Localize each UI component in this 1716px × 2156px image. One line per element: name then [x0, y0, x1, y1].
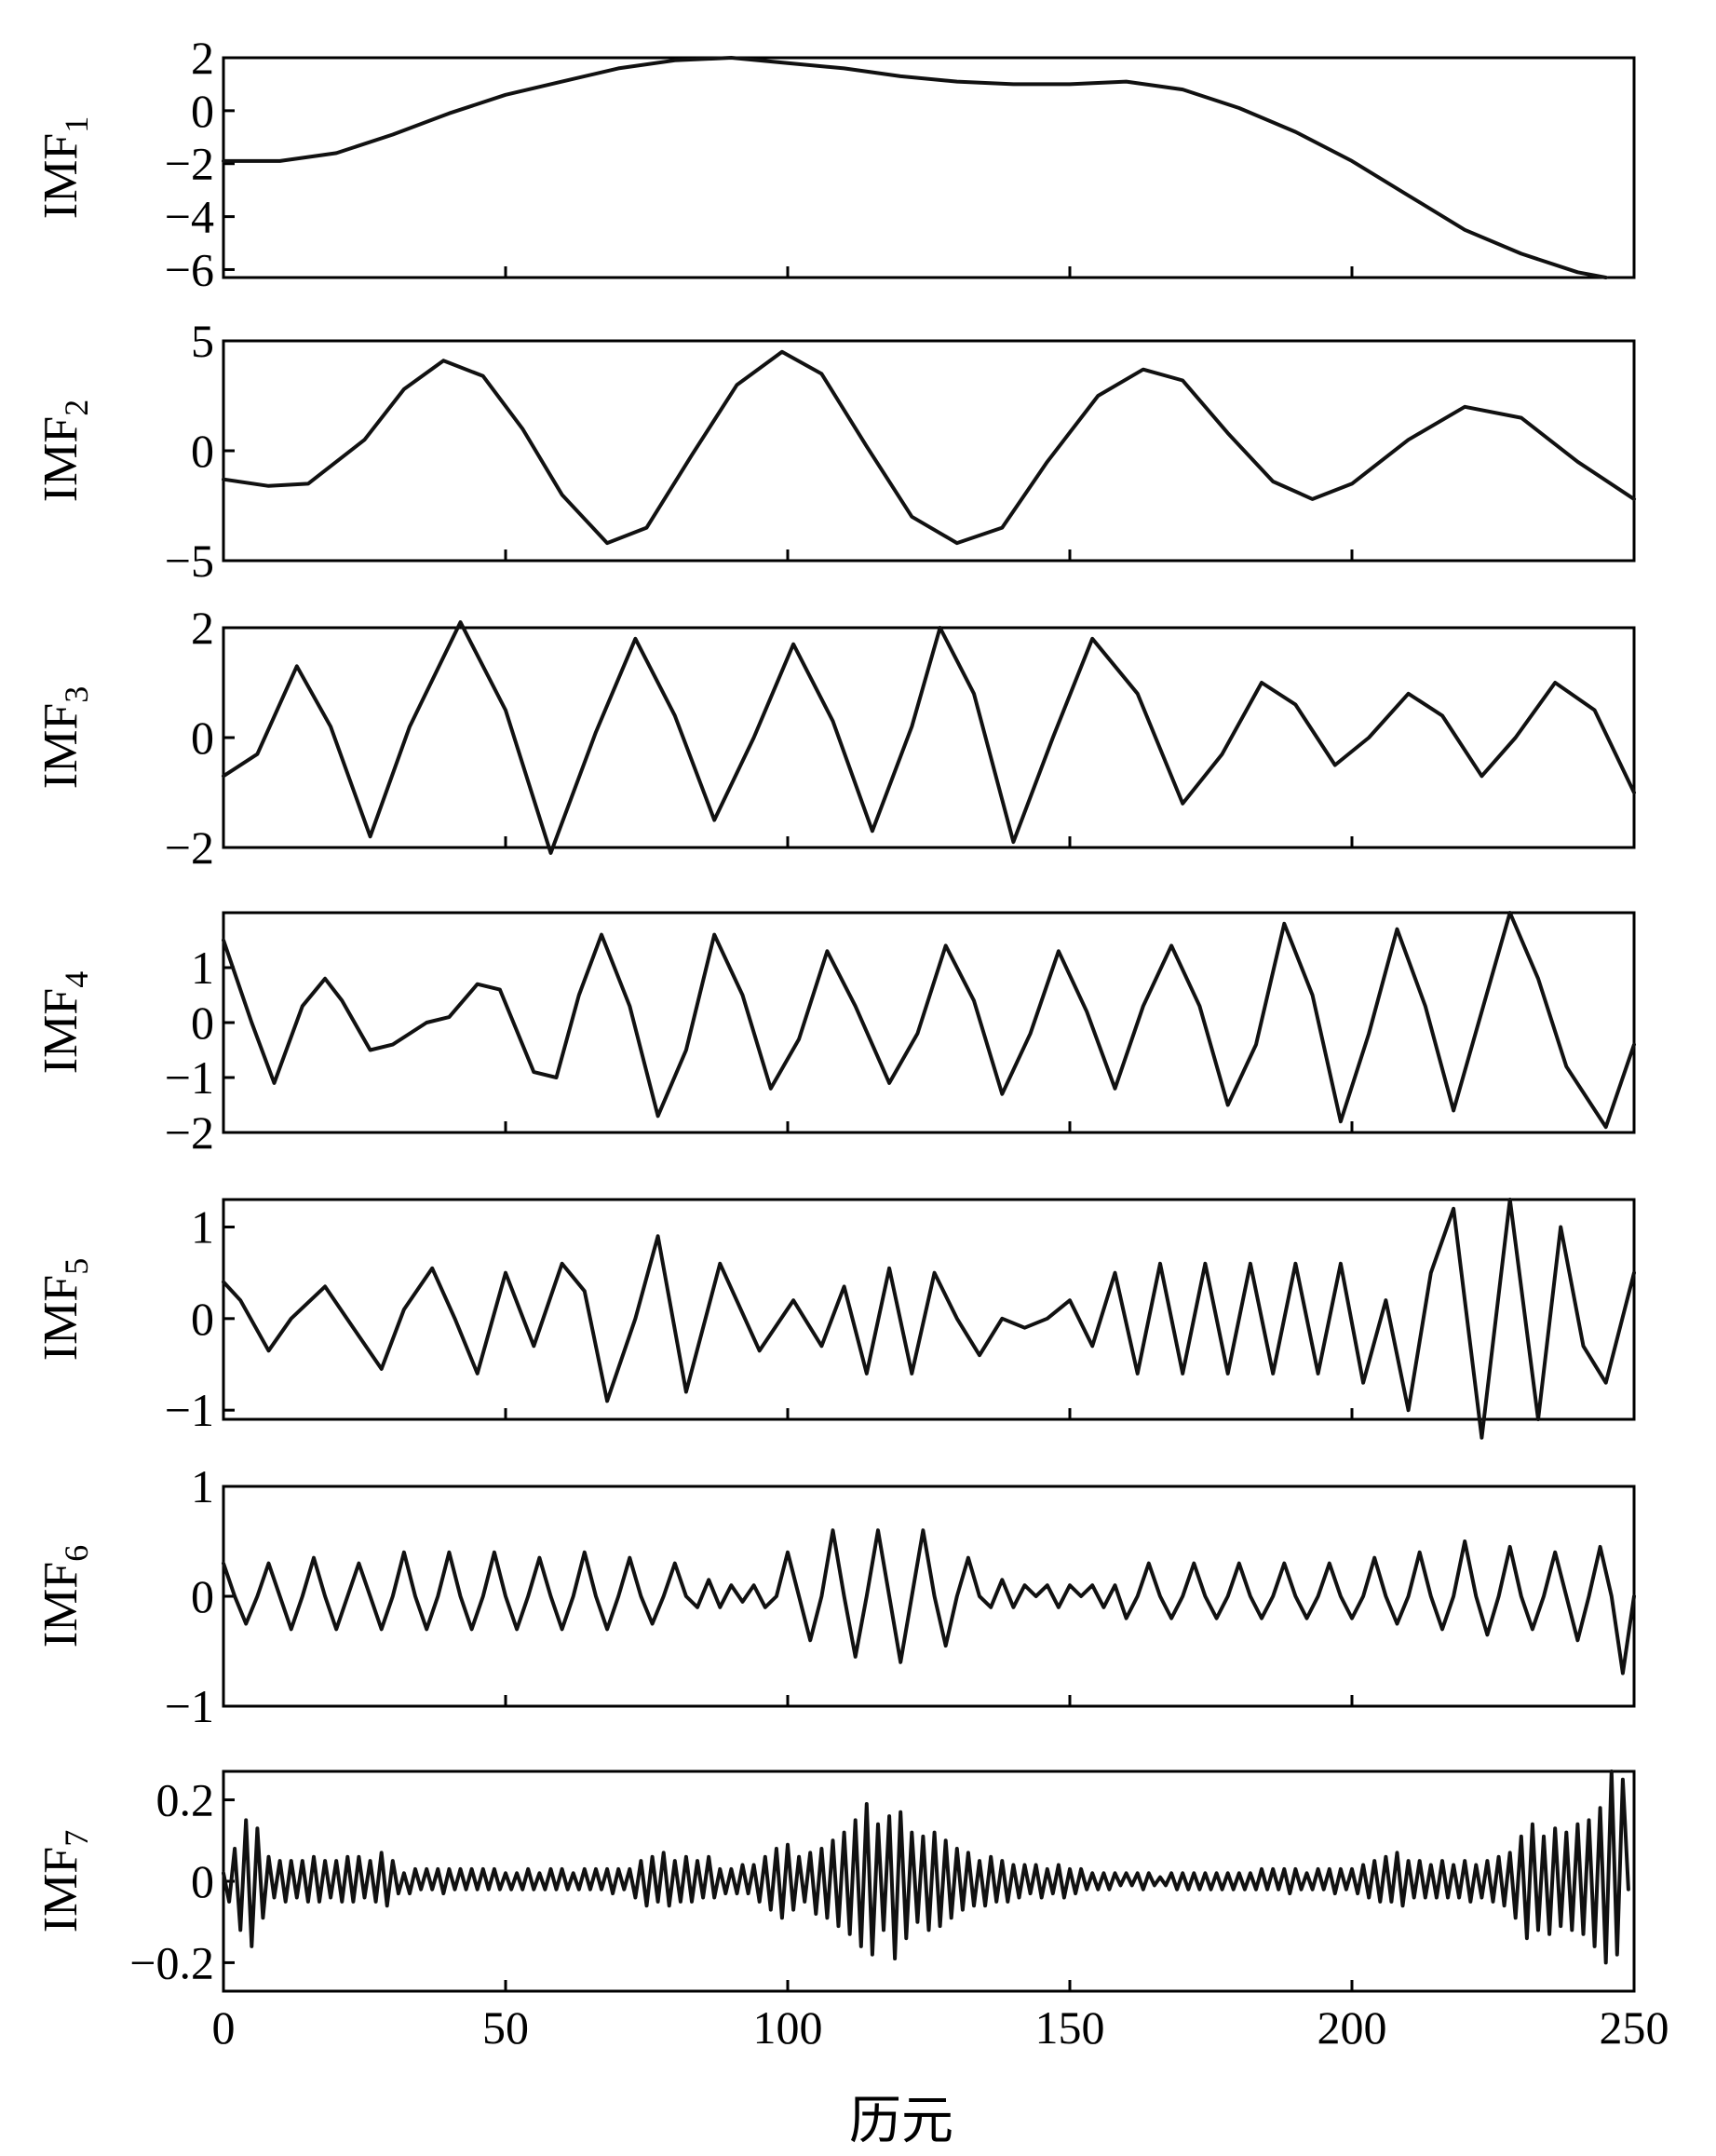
- y-tick-label: −2: [165, 1106, 214, 1159]
- x-tick-label: 50: [482, 2001, 529, 2054]
- imf7-series-line: [222, 1770, 1630, 1965]
- panel-imf1: 20−2−4−6 IMF1: [34, 32, 1636, 295]
- y-tick-label: 0: [191, 1855, 214, 1907]
- imf4-series-line: [222, 911, 1636, 1130]
- panel-imf4: 10−1−2 IMF4: [34, 911, 1636, 1159]
- y-axis-label-main: IMF: [34, 703, 88, 789]
- y-tick-label: 0: [191, 1570, 214, 1622]
- y-axis-label: IMF6: [34, 1545, 95, 1648]
- panel-imf6: 1 0 −1 IMF6: [34, 1460, 1636, 1732]
- y-axis-label-sub: 3: [58, 686, 95, 703]
- y-tick-label: 2: [191, 32, 214, 84]
- y-axis-label: IMF1: [34, 116, 95, 219]
- imf2-series-line: [222, 349, 1636, 546]
- y-axis-label: IMF7: [34, 1830, 95, 1932]
- x-tick-label: 100: [753, 2001, 823, 2054]
- panel-imf7: 0.2 0 −0.2 IMF7: [34, 1770, 1636, 1993]
- y-tick-label: 2: [191, 602, 214, 654]
- x-axis: 0 50 100 150 200 250: [212, 2001, 1669, 2054]
- y-axis-label-main: IMF: [34, 1562, 88, 1648]
- y-tick-label: 0: [191, 712, 214, 764]
- y-axis-label-sub: 2: [58, 400, 95, 416]
- y-axis-label: IMF3: [34, 686, 95, 789]
- y-tick-label: −5: [165, 535, 214, 587]
- y-tick-label: −6: [165, 243, 214, 295]
- imf1-series-line: [222, 56, 1608, 279]
- panel-frame: [222, 911, 1636, 1134]
- y-tick-label: −2: [165, 821, 214, 874]
- panel-frame: [222, 1198, 1636, 1421]
- y-axis-label-main: IMF: [34, 988, 88, 1074]
- y-axis-label-sub: 7: [58, 1830, 95, 1847]
- panel-imf2: 5 0 −5 IMF2: [34, 315, 1636, 587]
- y-tick-label: 5: [191, 315, 214, 367]
- x-tick-label: 0: [212, 2001, 236, 2054]
- panel-frame: [222, 1485, 1636, 1708]
- panel-frame: [222, 56, 1636, 279]
- imf5-series-line: [222, 1198, 1636, 1440]
- x-axis-label: 历元: [849, 2091, 953, 2151]
- y-axis-label-sub: 4: [58, 971, 95, 988]
- y-axis-label-main: IMF: [34, 1275, 88, 1361]
- y-axis-label-sub: 5: [58, 1258, 95, 1275]
- y-tick-label: −1: [165, 1384, 214, 1436]
- y-axis-label: IMF2: [34, 400, 95, 502]
- y-axis-label-main: IMF: [34, 133, 88, 219]
- y-axis-label-sub: 1: [58, 116, 95, 133]
- imf3-series-line: [222, 620, 1636, 855]
- x-tick-label: 200: [1317, 2001, 1387, 2054]
- panels-group: 20−2−4−6IMF150−5IMF220−2IMF310−1−2IMF410…: [34, 32, 1636, 1993]
- x-tick-label: 250: [1600, 2001, 1669, 2054]
- y-tick-label: 0.2: [156, 1774, 215, 1826]
- y-tick-label: 1: [191, 1460, 214, 1512]
- x-tick-label: 150: [1035, 2001, 1105, 2054]
- y-axis-label-main: IMF: [34, 416, 88, 502]
- y-axis-label-sub: 6: [58, 1545, 95, 1562]
- imf6-series-line: [222, 1528, 1636, 1675]
- y-tick-label: 1: [191, 942, 214, 994]
- y-axis-label: IMF5: [34, 1258, 95, 1361]
- panel-imf5: 1 0 −1 IMF5: [34, 1198, 1636, 1440]
- y-tick-label: −1: [165, 1051, 214, 1104]
- y-tick-label: −0.2: [129, 1936, 214, 1988]
- y-tick-label: 1: [191, 1201, 214, 1254]
- y-axis-label-main: IMF: [34, 1847, 88, 1932]
- y-tick-label: −4: [165, 191, 214, 243]
- panel-imf3: 2 0 −2 IMF3: [34, 602, 1636, 874]
- y-tick-label: −2: [165, 138, 214, 190]
- y-tick-label: 0: [191, 997, 214, 1049]
- y-axis-label: IMF4: [34, 971, 95, 1074]
- y-tick-label: 0: [191, 85, 214, 137]
- y-tick-label: −1: [165, 1680, 214, 1732]
- y-tick-label: 0: [191, 1293, 214, 1345]
- y-tick-label: 0: [191, 425, 214, 477]
